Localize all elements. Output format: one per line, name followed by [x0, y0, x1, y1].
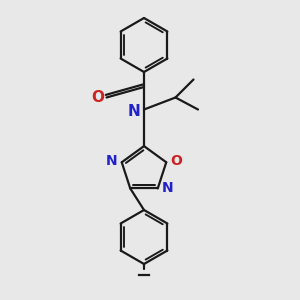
- Text: N: N: [162, 182, 173, 195]
- Text: N: N: [106, 154, 118, 168]
- Text: O: O: [170, 154, 182, 168]
- Text: O: O: [91, 90, 104, 105]
- Text: N: N: [128, 103, 140, 118]
